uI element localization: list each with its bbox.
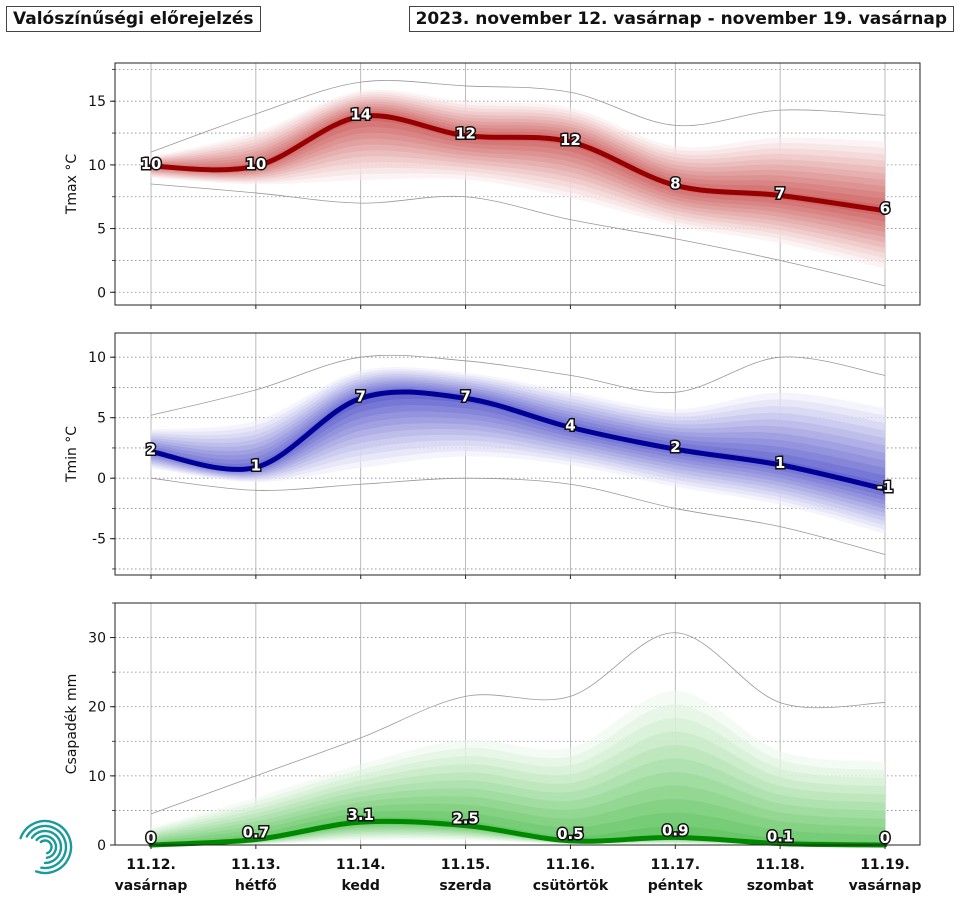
tmin-value-label: 7: [355, 387, 365, 405]
tmin-value-label: 2: [146, 441, 156, 459]
forecast-date-range: 2023. november 12. vasárnap - november 1…: [408, 6, 954, 32]
tmin-y-tick-label: 0: [97, 471, 106, 487]
tmax-value-label: 10: [245, 155, 266, 173]
tmax-y-tick-label: 5: [97, 222, 106, 238]
tmin-max-envelope: [150, 354, 886, 416]
tmax-value-label: 12: [455, 125, 476, 143]
logo-icon: [19, 819, 73, 875]
precip-y-tick-label: 10: [88, 769, 106, 785]
x-day-label: szerda: [439, 878, 491, 894]
precip-max-envelope: [150, 632, 886, 815]
precip-y-axis-title: Csapadék mm: [64, 674, 80, 774]
tmin-y-tick-label: 10: [88, 350, 106, 366]
tmin-y-tick-label: 5: [97, 411, 106, 427]
tmax-y-axis-title: Tmax °C: [64, 154, 80, 216]
precip-value-label: 0: [880, 829, 890, 847]
tmin-value-label: -1: [877, 478, 894, 496]
precip-value-label: 0.7: [243, 823, 270, 841]
precip-value-label: 2.5: [452, 810, 479, 828]
forecast-type-title: Valószínűségi előrejelzés: [6, 6, 261, 32]
tmax-median-line: [148, 113, 888, 214]
x-date-label: 11.13.: [231, 857, 281, 873]
tmin-value-label: 7: [460, 387, 470, 405]
tmax-value-label: 10: [141, 155, 162, 173]
x-day-label: csütörtök: [533, 878, 609, 894]
tmax-value-label: 12: [560, 131, 581, 149]
x-date-label: 11.12.: [126, 857, 176, 873]
precip-y-tick-label: 30: [88, 631, 106, 647]
precip-value-label: 0.9: [662, 821, 689, 839]
tmin-value-label: 1: [251, 456, 261, 474]
x-date-label: 11.15.: [441, 857, 491, 873]
tmax-value-label: 8: [670, 174, 680, 192]
precip-value-label: 0.5: [557, 825, 584, 843]
tmin-y-tick-label: -5: [92, 532, 106, 548]
tmin-value-label: 1: [775, 454, 785, 472]
x-day-label: vasárnap: [849, 878, 922, 894]
tmax-value-label: 14: [350, 105, 371, 123]
x-axis-labels: 11.12. vasárnap 11.13. hétfő 11.14. kedd 11.15…: [115, 857, 922, 894]
tmax-frame: [114, 62, 921, 306]
precip-panel: 0 10 20 30 Csapadék mm 0 0.7 3.1 2.5 0.5 0.9 0.1 0: [64, 602, 921, 854]
x-day-label: szombat: [747, 878, 814, 894]
tmax-panel: 0 5 10 15 Tmax °C 10 10 14 12 12 8 7 6: [64, 62, 921, 309]
tmax-value-label: 7: [775, 184, 785, 202]
tmax-y-tick-label: 0: [97, 285, 106, 301]
tmin-value-label: 2: [670, 438, 680, 456]
precip-value-label: 0: [146, 829, 156, 847]
tmax-min-envelope: [150, 183, 886, 287]
precip-y-tick-label: 20: [88, 700, 106, 716]
precip-y-tick-label: 0: [97, 838, 106, 854]
tmin-y-axis-title: Tmin °C: [64, 426, 80, 483]
x-day-label: vasárnap: [115, 878, 188, 894]
x-date-label: 11.17.: [650, 857, 700, 873]
tmin-min-envelope: [150, 477, 886, 555]
x-date-label: 11.14.: [336, 857, 386, 873]
tmin-median-line: [148, 389, 888, 492]
logo-arc: [25, 824, 68, 870]
precip-value-label: 3.1: [347, 806, 374, 824]
x-date-label: 11.19.: [860, 857, 910, 873]
precip-median-line: [148, 818, 888, 848]
logo-arc: [19, 819, 73, 875]
tmin-frame: [114, 332, 921, 576]
x-day-label: kedd: [341, 878, 379, 894]
logo-arc: [35, 834, 58, 860]
x-date-label: 11.18.: [755, 857, 805, 873]
tmax-y-tick-label: 15: [88, 94, 106, 110]
precip-value-label: 0.1: [767, 828, 794, 846]
x-day-label: hétfő: [235, 878, 277, 894]
x-date-label: 11.16.: [546, 857, 596, 873]
x-day-label: péntek: [648, 878, 704, 894]
tmax-y-tick-label: 10: [88, 158, 106, 174]
tmax-value-label: 6: [880, 200, 890, 218]
tmin-value-label: 4: [565, 416, 575, 434]
precip-frame: [114, 602, 921, 846]
logo-arc: [39, 839, 53, 855]
tmax-probability-band: [151, 110, 885, 222]
tmax-max-envelope: [150, 80, 886, 153]
logo-arc: [30, 829, 63, 865]
tmin-panel: -5 0 5 10 Tmin °C 2 1 7 7 4 2 1 -1: [64, 332, 921, 579]
